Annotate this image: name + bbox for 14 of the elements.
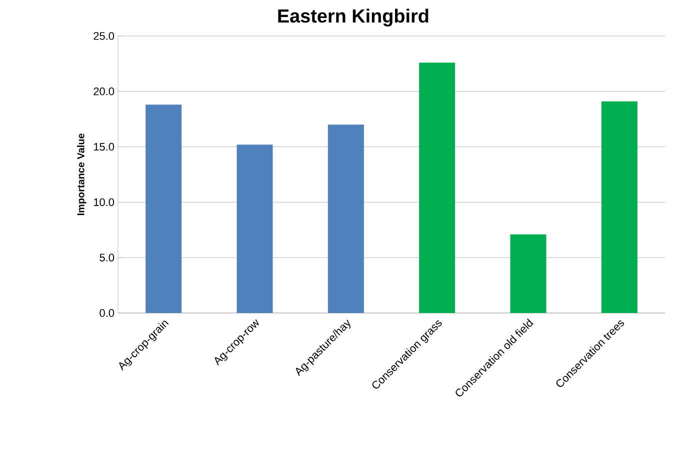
y-tick-label: 25.0 (94, 32, 114, 40)
y-tick-label: 0.0 (100, 309, 114, 317)
bar (236, 144, 273, 313)
y-axis-title: Importance Value (77, 134, 86, 216)
y-tick-label: 10.0 (94, 198, 114, 206)
y-tick-label: 5.0 (100, 254, 114, 262)
bar (146, 104, 182, 313)
bar (328, 124, 364, 313)
bar (601, 101, 638, 313)
y-tick-label: 20.0 (94, 88, 114, 96)
bar (510, 234, 546, 313)
chart-title: Eastern Kingbird (278, 8, 428, 26)
bar (419, 62, 456, 313)
y-tick-label: 15.0 (94, 142, 114, 151)
